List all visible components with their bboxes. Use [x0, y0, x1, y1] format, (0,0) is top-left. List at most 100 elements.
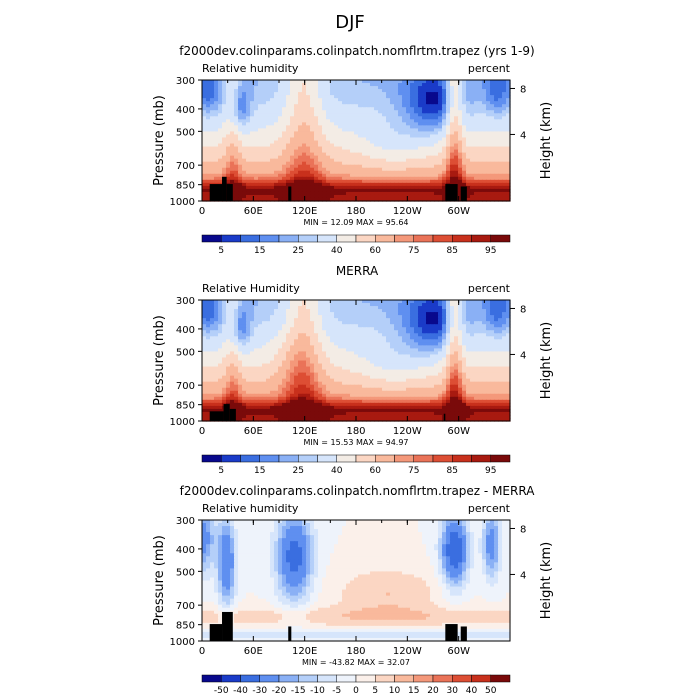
heatmap-cell: [458, 363, 463, 368]
heatmap-cell: [338, 300, 343, 304]
heatmap-cell: [226, 149, 231, 154]
heatmap-cell: [458, 333, 463, 337]
heatmap-cell: [250, 351, 255, 356]
heatmap-cell: [502, 167, 507, 172]
heatmap-cell: [450, 128, 455, 133]
heatmap-cell: [298, 330, 303, 334]
heatmap-cell: [222, 363, 227, 368]
heatmap-cell: [382, 92, 387, 96]
heatmap-cell: [442, 101, 447, 105]
heatmap-cell: [478, 107, 483, 111]
heatmap-cell: [462, 95, 467, 99]
heatmap-cell: [350, 363, 355, 368]
heatmap-cell: [434, 360, 439, 365]
heatmap-cell: [502, 119, 507, 123]
heatmap-cell: [458, 342, 463, 346]
heatmap-cell: [402, 158, 407, 163]
heatmap-cell: [278, 155, 283, 160]
heatmap-cell: [414, 110, 419, 114]
heatmap-cell: [462, 146, 467, 151]
heatmap-cell: [246, 345, 251, 350]
heatmap-cell: [382, 110, 387, 114]
heatmap-cell: [262, 330, 267, 334]
heatmap-cell: [246, 161, 251, 166]
heatmap-cell: [434, 194, 439, 199]
heatmap-cell: [202, 164, 207, 169]
heatmap-cell: [242, 95, 247, 99]
heatmap-cell: [206, 95, 211, 99]
heatmap-cell: [370, 179, 375, 184]
heatmap-cell: [314, 188, 319, 193]
heatmap-cell: [210, 351, 215, 356]
heatmap-cell: [466, 146, 471, 151]
heatmap-cell: [462, 336, 467, 340]
heatmap-cell: [406, 107, 411, 111]
heatmap-cell: [490, 86, 495, 90]
heatmap-cell: [358, 140, 363, 145]
heatmap-cell: [414, 104, 419, 108]
heatmap-cell: [470, 140, 475, 145]
heatmap-cell: [306, 101, 311, 105]
heatmap-cell: [366, 101, 371, 105]
heatmap-cell: [366, 194, 371, 199]
heatmap-cell: [266, 101, 271, 105]
heatmap-cell: [358, 182, 363, 187]
heatmap-cell: [218, 95, 223, 99]
heatmap-cell: [430, 125, 435, 130]
heatmap-cell: [426, 83, 431, 87]
heatmap-cell: [246, 158, 251, 163]
heatmap-cell: [502, 363, 507, 368]
heatmap-cell: [394, 342, 399, 346]
heatmap-cell: [342, 191, 347, 196]
heatmap-cell: [234, 188, 239, 193]
heatmap-cell: [210, 167, 215, 172]
heatmap-cell: [422, 86, 427, 90]
heatmap-cell: [278, 342, 283, 346]
heatmap-cell: [382, 300, 387, 304]
heatmap-cell: [494, 351, 499, 356]
heatmap-cell: [398, 188, 403, 193]
heatmap-cell: [506, 80, 511, 84]
heatmap-cell: [410, 170, 415, 175]
heatmap-cell: [306, 149, 311, 154]
heatmap-cell: [226, 140, 231, 145]
heatmap-cell: [470, 351, 475, 356]
heatmap-cell: [374, 300, 379, 304]
heatmap-cell: [230, 363, 235, 368]
heatmap-cell: [318, 80, 323, 84]
heatmap-cell: [450, 354, 455, 359]
heatmap-cell: [298, 327, 303, 331]
heatmap-cell: [482, 336, 487, 340]
heatmap-cell: [318, 185, 323, 190]
heatmap-cell: [434, 306, 439, 310]
heatmap-cell: [374, 182, 379, 187]
heatmap-cell: [202, 182, 207, 187]
heatmap-cell: [334, 173, 339, 178]
heatmap-cell: [482, 140, 487, 145]
heatmap-cell: [370, 116, 375, 120]
heatmap-cell: [462, 327, 467, 331]
heatmap-cell: [470, 128, 475, 133]
heatmap-cell: [238, 137, 243, 142]
heatmap-cell: [366, 363, 371, 368]
heatmap-cell: [410, 354, 415, 359]
x-tick-label: 120W: [393, 206, 422, 217]
heatmap-cell: [502, 312, 507, 316]
heatmap-cell: [234, 89, 239, 93]
heatmap-cell: [262, 164, 267, 169]
heatmap-cell: [466, 354, 471, 359]
heatmap-cell: [298, 182, 303, 187]
heatmap-cell: [274, 92, 279, 96]
heatmap-cell: [286, 164, 291, 169]
heatmap-cell: [502, 330, 507, 334]
heatmap-cell: [490, 321, 495, 325]
heatmap-cell: [334, 342, 339, 346]
heatmap-cell: [278, 354, 283, 359]
heatmap-cell: [374, 131, 379, 136]
heatmap-cell: [410, 324, 415, 328]
heatmap-cell: [458, 366, 463, 371]
heatmap-cell: [266, 318, 271, 322]
heatmap-cell: [222, 116, 227, 120]
heatmap-cell: [322, 306, 327, 310]
heatmap-cell: [478, 131, 483, 136]
